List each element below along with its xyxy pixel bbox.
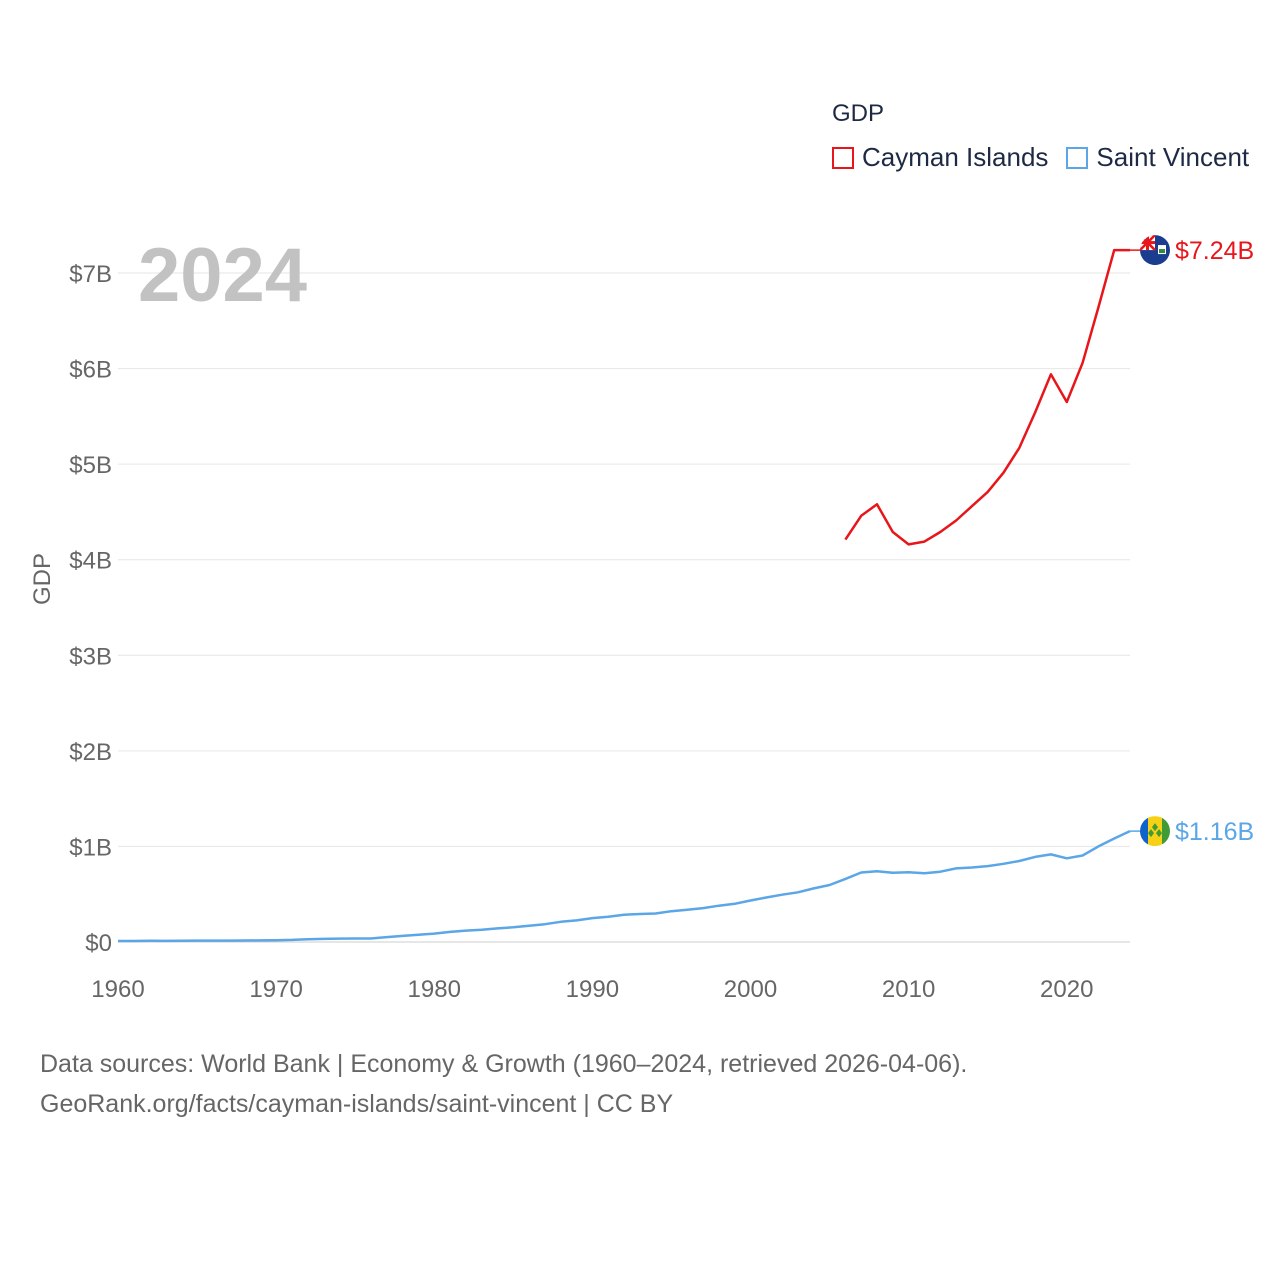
legend-swatch-cayman-islands bbox=[832, 146, 854, 169]
x-tick-label: 1970 bbox=[249, 976, 302, 1003]
y-tick-label: $5B bbox=[69, 452, 112, 479]
end-value-label-cayman-islands: $7.24B bbox=[1175, 237, 1254, 265]
legend: Cayman Islands Saint Vincent bbox=[832, 142, 1267, 173]
y-tick-label: $7B bbox=[69, 261, 112, 288]
end-labels: $7.24B $1.16B bbox=[1130, 235, 1254, 847]
legend-title: GDP bbox=[832, 100, 885, 127]
y-axis-ticks: $0 $1B $2B $3B $4B $5B $6B $7B bbox=[69, 261, 112, 957]
y-tick-label: $1B bbox=[69, 834, 112, 861]
gridlines bbox=[118, 272, 1130, 943]
year-label: 2024 bbox=[138, 233, 307, 318]
x-axis-ticks: 1960 1970 1980 1990 2000 2010 2020 bbox=[91, 976, 1093, 1003]
x-tick-label: 1990 bbox=[566, 976, 619, 1003]
footer-sources: Data sources: World Bank | Economy & Gro… bbox=[40, 1050, 968, 1078]
y-tick-label: $2B bbox=[69, 739, 112, 766]
legend-label-saint-vincent: Saint Vincent bbox=[1096, 142, 1250, 172]
x-tick-label: 1960 bbox=[91, 976, 144, 1003]
x-tick-label: 2020 bbox=[1040, 976, 1093, 1003]
series-line-cayman-islands bbox=[844, 248, 1130, 546]
y-tick-label: $3B bbox=[69, 643, 112, 670]
legend-swatch-saint-vincent bbox=[1066, 146, 1089, 169]
y-tick-label: $6B bbox=[69, 357, 112, 384]
series-line-saint-vincent bbox=[118, 829, 1131, 943]
y-tick-label: $0 bbox=[85, 930, 112, 957]
footer-link[interactable]: GeoRank.org/facts/cayman-islands/saint-v… bbox=[40, 1090, 674, 1118]
legend-item-saint-vincent[interactable]: Saint Vincent bbox=[1066, 142, 1249, 173]
legend-item-cayman-islands[interactable]: Cayman Islands bbox=[832, 142, 1048, 173]
series-lines bbox=[118, 248, 1131, 943]
footer: Data sources: World Bank | Economy & Gro… bbox=[40, 1044, 967, 1124]
x-tick-label: 2010 bbox=[882, 976, 935, 1003]
cayman-islands-flag-icon bbox=[1140, 235, 1170, 266]
saint-vincent-flag-icon bbox=[1140, 816, 1170, 847]
y-tick-label: $4B bbox=[69, 548, 112, 575]
legend-label-cayman-islands: Cayman Islands bbox=[862, 142, 1049, 172]
x-tick-label: 2000 bbox=[724, 976, 777, 1003]
x-tick-label: 1980 bbox=[408, 976, 461, 1003]
end-value-label-saint-vincent: $1.16B bbox=[1175, 818, 1254, 846]
y-axis-label: GDP bbox=[29, 553, 56, 605]
